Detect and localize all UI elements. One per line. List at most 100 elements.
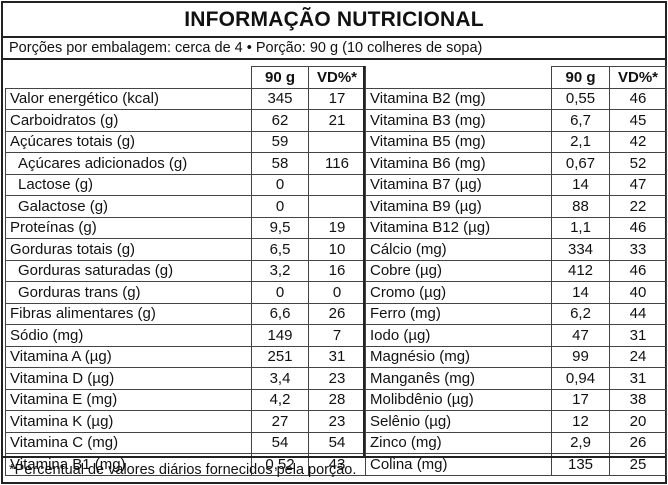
nutrient-amount: 17 xyxy=(551,388,610,411)
table-row: Colina (mg) 135 25 xyxy=(365,453,667,476)
table-row: Zinco (mg) 2,9 26 xyxy=(365,431,667,454)
nutrient-name: Cálcio (mg) xyxy=(365,238,552,261)
nutrient-dv: 22 xyxy=(609,195,667,218)
nutrient-name: Magnésio (mg) xyxy=(365,345,552,368)
nutrient-name: Vitamina B7 (µg) xyxy=(365,173,552,196)
table-row: Cálcio (mg) 334 33 xyxy=(365,238,667,261)
nutrient-name: Vitamina C (mg) xyxy=(5,431,252,454)
nutrient-amount: 149 xyxy=(251,324,309,347)
header-dv: VD%* xyxy=(609,66,667,89)
table-row: Vitamina B7 (µg) 14 47 xyxy=(365,173,667,196)
nutrient-name: Açúcares adicionados (g) xyxy=(5,152,252,175)
table-row: Vitamina C (mg) 54 54 xyxy=(5,431,366,454)
table-row: Ferro (mg) 6,2 44 xyxy=(365,302,667,325)
nutrient-name: Vitamina K (µg) xyxy=(5,410,252,433)
nutrient-amount: 12 xyxy=(551,410,610,433)
portion-info: Porções por embalagem: cerca de 4 • Porç… xyxy=(3,38,665,60)
nutrient-amount: 4,2 xyxy=(251,388,309,411)
nutrient-amount: 0,94 xyxy=(551,367,610,390)
header-amount: 90 g xyxy=(251,66,309,89)
table-row: Vitamina B1 (mg) 0,52 43 xyxy=(5,453,366,476)
nutrient-name: Vitamina B3 (mg) xyxy=(365,109,552,132)
table-row: Vitamina B6 (mg) 0,67 52 xyxy=(365,152,667,175)
nutrient-name: Vitamina B1 (mg) xyxy=(5,453,252,476)
nutrient-amount: 9,5 xyxy=(251,216,309,239)
table-header-row: 90 g VD%* xyxy=(5,66,366,89)
nutrient-name: Vitamina A (µg) xyxy=(5,345,252,368)
nutrient-dv: 47 xyxy=(609,173,667,196)
table-row: Cromo (µg) 14 40 xyxy=(365,281,667,304)
table-row: Proteínas (g) 9,5 19 xyxy=(5,216,366,239)
nutrient-name: Galactose (g) xyxy=(5,195,252,218)
nutrient-amount: 0,55 xyxy=(551,87,610,110)
table-row: Fibras alimentares (g) 6,6 26 xyxy=(5,302,366,325)
nutrient-dv: 26 xyxy=(609,431,667,454)
nutrient-dv: 20 xyxy=(609,410,667,433)
nutrient-amount: 0 xyxy=(251,195,309,218)
table-row: Vitamina B9 (µg) 88 22 xyxy=(365,195,667,218)
table-row: Manganês (mg) 0,94 31 xyxy=(365,367,667,390)
nutrient-name: Vitamina B2 (mg) xyxy=(365,87,552,110)
nutrient-name: Sódio (mg) xyxy=(5,324,252,347)
nutrient-dv: 38 xyxy=(609,388,667,411)
table-row: Selênio (µg) 12 20 xyxy=(365,410,667,433)
nutrient-dv: 28 xyxy=(308,388,366,411)
nutrient-name: Gorduras trans (g) xyxy=(5,281,252,304)
nutrient-amount: 62 xyxy=(251,109,309,132)
nutrient-dv xyxy=(308,130,366,153)
nutrient-dv: 31 xyxy=(308,345,366,368)
table-row: Valor energético (kcal) 345 17 xyxy=(5,87,366,110)
table-row: Magnésio (mg) 99 24 xyxy=(365,345,667,368)
nutrient-amount: 0 xyxy=(251,281,309,304)
nutrient-name: Valor energético (kcal) xyxy=(5,87,252,110)
nutrient-dv: 21 xyxy=(308,109,366,132)
label-title: INFORMAÇÃO NUTRICIONAL xyxy=(3,3,665,38)
nutrient-amount: 0 xyxy=(251,173,309,196)
nutrient-dv: 33 xyxy=(609,238,667,261)
nutrient-amount: 2,1 xyxy=(551,130,610,153)
nutrient-amount: 345 xyxy=(251,87,309,110)
table-row: Açúcares totais (g) 59 xyxy=(5,130,366,153)
nutrient-amount: 58 xyxy=(251,152,309,175)
nutrient-dv: 42 xyxy=(609,130,667,153)
column-divider xyxy=(363,66,365,458)
table-row: Cobre (µg) 412 46 xyxy=(365,259,667,282)
nutrient-name: Carboidratos (g) xyxy=(5,109,252,132)
table-row: Vitamina A (µg) 251 31 xyxy=(5,345,366,368)
nutrient-dv: 24 xyxy=(609,345,667,368)
nutrient-name: Molibdênio (µg) xyxy=(365,388,552,411)
nutrient-amount: 14 xyxy=(551,281,610,304)
header-blank-cell xyxy=(5,66,252,89)
nutrient-amount: 1,1 xyxy=(551,216,610,239)
nutrient-name: Manganês (mg) xyxy=(365,367,552,390)
nutrient-name: Vitamina B9 (µg) xyxy=(365,195,552,218)
nutrient-dv: 16 xyxy=(308,259,366,282)
nutrient-dv: 46 xyxy=(609,259,667,282)
nutrient-amount: 99 xyxy=(551,345,610,368)
nutrient-amount: 135 xyxy=(551,453,610,476)
table-row: Vitamina E (mg) 4,2 28 xyxy=(5,388,366,411)
nutrient-table-left: 90 g VD%* Valor energético (kcal) 345 17 Ca… xyxy=(5,66,366,476)
nutrient-amount: 6,2 xyxy=(551,302,610,325)
nutrient-name: Fibras alimentares (g) xyxy=(5,302,252,325)
nutrient-amount: 6,5 xyxy=(251,238,309,261)
nutrient-dv: 25 xyxy=(609,453,667,476)
table-row: Vitamina K (µg) 27 23 xyxy=(5,410,366,433)
nutrient-amount: 88 xyxy=(551,195,610,218)
table-row: Molibdênio (µg) 17 38 xyxy=(365,388,667,411)
nutrient-amount: 54 xyxy=(251,431,309,454)
nutrient-dv: 46 xyxy=(609,216,667,239)
nutrient-dv: 26 xyxy=(308,302,366,325)
nutrient-dv: 116 xyxy=(308,152,366,175)
nutrient-amount: 3,2 xyxy=(251,259,309,282)
table-row: Galactose (g) 0 xyxy=(5,195,366,218)
nutrient-amount: 6,6 xyxy=(251,302,309,325)
nutrient-tables: 90 g VD%* Valor energético (kcal) 345 17 Ca… xyxy=(3,60,667,476)
table-row: Vitamina B3 (mg) 6,7 45 xyxy=(365,109,667,132)
nutrient-dv: 31 xyxy=(609,367,667,390)
nutrient-amount: 14 xyxy=(551,173,610,196)
table-row: Vitamina B12 (µg) 1,1 46 xyxy=(365,216,667,239)
table-row: Carboidratos (g) 62 21 xyxy=(5,109,366,132)
nutrient-dv: 45 xyxy=(609,109,667,132)
nutrient-dv: 23 xyxy=(308,410,366,433)
